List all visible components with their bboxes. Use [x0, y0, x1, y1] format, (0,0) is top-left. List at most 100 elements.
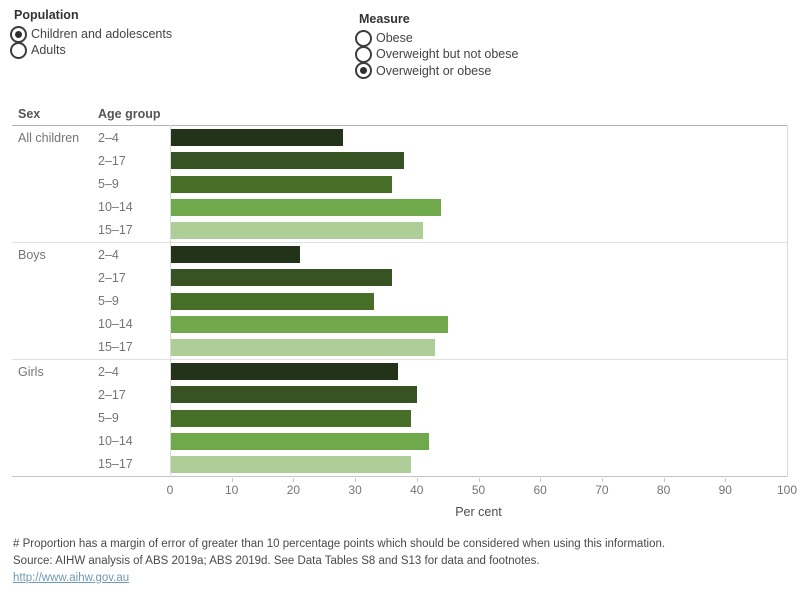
population-filter-title: Population — [14, 8, 79, 22]
bar-girls-2-4[interactable] — [170, 363, 399, 381]
measure-filter-title: Measure — [359, 12, 410, 26]
x-tick — [540, 478, 542, 482]
bar-girls-5-9[interactable] — [170, 409, 411, 427]
bar-row: 2–17 — [12, 266, 787, 289]
bar-track — [170, 432, 787, 450]
bar-track — [170, 152, 787, 170]
column-header-sex: Sex — [18, 107, 41, 121]
measure-filter: Measure Obese Overweight but not obese O… — [355, 12, 518, 80]
bar-row: 5–9 — [12, 172, 787, 195]
x-axis: Per cent 0 10 20 30 40 50 60 70 80 90 100 — [166, 478, 797, 524]
sex-group-all-children: All children 2–4 2–17 5–9 10–14 15–17 — [12, 126, 787, 242]
column-header-age-group: Age group — [98, 107, 161, 121]
x-tick-label: 0 — [166, 483, 174, 497]
bar-track — [170, 269, 787, 287]
population-filter: Population Children and adolescents Adul… — [10, 8, 172, 59]
bar-track — [170, 175, 787, 193]
age-group-label: 15–17 — [98, 223, 133, 238]
plot-left-border — [170, 125, 171, 477]
bar-track — [170, 292, 787, 310]
bar-row: 2–17 — [12, 149, 787, 172]
bar-all-children-2-4[interactable] — [170, 129, 343, 147]
x-tick — [416, 478, 418, 482]
radio-option-label: Children and adolescents — [31, 27, 173, 42]
footnote-text: # Proportion has a margin of error of gr… — [13, 538, 666, 550]
bar-track — [170, 246, 787, 264]
radio-dot-icon — [15, 30, 22, 38]
x-tick — [725, 478, 727, 482]
x-tick-label: 20 — [286, 483, 301, 497]
bar-all-children-5-9[interactable] — [170, 175, 393, 193]
bar-chart-plot-area: All children 2–4 2–17 5–9 10–14 15–17 Boys 2–4 2… — [12, 125, 787, 477]
bar-track — [170, 315, 787, 333]
bar-row: All children 2–4 — [12, 126, 787, 149]
bar-track — [170, 386, 787, 404]
bar-row: 10–14 — [12, 430, 787, 453]
bar-row: 5–9 — [12, 406, 787, 429]
radio-option-label: Adults — [31, 43, 66, 58]
radio-button-icon[interactable] — [355, 62, 372, 80]
bar-track — [170, 455, 787, 473]
x-tick-label: 50 — [471, 483, 486, 497]
bar-girls-2-17[interactable] — [170, 386, 417, 404]
bar-row: 15–17 — [12, 453, 787, 476]
age-group-label: 15–17 — [98, 457, 133, 472]
radio-button-icon[interactable] — [355, 29, 372, 47]
bar-boys-2-17[interactable] — [170, 269, 393, 287]
radio-option-label: Obese — [376, 31, 413, 46]
bar-track — [170, 221, 787, 239]
x-tick-label: 90 — [718, 483, 732, 497]
sex-group-girls: Girls 2–4 2–17 5–9 10–14 15–17 — [12, 359, 787, 476]
age-group-label: 2–4 — [98, 364, 119, 379]
bar-boys-5-9[interactable] — [170, 292, 374, 310]
age-group-label: 2–17 — [98, 270, 126, 285]
age-group-label: 15–17 — [98, 340, 133, 355]
x-tick — [231, 478, 233, 482]
source-text: Source: AIHW analysis of ABS 2019a; ABS … — [13, 555, 540, 567]
x-tick-label: 60 — [533, 483, 547, 497]
x-tick-label: 100 — [776, 483, 798, 497]
bar-track — [170, 409, 787, 427]
bar-all-children-10-14[interactable] — [170, 198, 442, 216]
sex-label: All children — [18, 130, 80, 145]
aihw-link[interactable]: http://www.aihw.gov.au — [13, 572, 130, 584]
age-group-label: 10–14 — [98, 434, 133, 449]
bar-boys-15-17[interactable] — [170, 338, 436, 356]
bar-all-children-2-17[interactable] — [170, 152, 405, 170]
bar-row: 10–14 — [12, 313, 787, 336]
sex-group-boys: Boys 2–4 2–17 5–9 10–14 15–17 — [12, 242, 787, 359]
bar-girls-10-14[interactable] — [170, 432, 430, 450]
radio-button-icon[interactable] — [355, 45, 372, 63]
bar-row: 15–17 — [12, 219, 787, 242]
measure-option-overweight-or-obese[interactable]: Overweight or obese — [355, 62, 518, 80]
sex-label: Girls — [18, 364, 44, 379]
footer: # Proportion has a margin of error of gr… — [13, 536, 665, 587]
x-tick — [478, 478, 480, 482]
radio-button-icon[interactable] — [10, 41, 27, 59]
radio-button-icon[interactable] — [10, 25, 27, 43]
x-tick-label: 10 — [225, 483, 239, 497]
population-option-children-and-adolescents[interactable]: Children and adolescents — [10, 25, 173, 43]
x-tick-label: 70 — [595, 483, 609, 497]
radio-option-label: Overweight or obese — [376, 63, 492, 78]
bar-row: 5–9 — [12, 289, 787, 312]
age-group-label: 10–14 — [98, 317, 133, 332]
bar-row: 10–14 — [12, 196, 787, 219]
population-option-adults[interactable]: Adults — [10, 41, 172, 59]
measure-option-obese[interactable]: Obese — [355, 29, 518, 47]
radio-dot-icon — [360, 67, 367, 75]
bar-row: Boys 2–4 — [12, 243, 787, 266]
bar-girls-15-17[interactable] — [170, 455, 411, 473]
bar-boys-10-14[interactable] — [170, 315, 448, 333]
sex-label: Boys — [18, 247, 46, 262]
bar-boys-2-4[interactable] — [170, 246, 300, 264]
age-group-label: 2–4 — [98, 247, 119, 262]
bar-row: 15–17 — [12, 336, 787, 359]
age-group-label: 2–17 — [98, 387, 126, 402]
x-tick — [663, 478, 665, 482]
bar-all-children-15-17[interactable] — [170, 221, 423, 239]
x-tick — [601, 478, 603, 482]
age-group-label: 5–9 — [98, 294, 119, 308]
measure-option-overweight-but-not-obese[interactable]: Overweight but not obese — [355, 45, 518, 63]
bar-row: 2–17 — [12, 383, 787, 406]
